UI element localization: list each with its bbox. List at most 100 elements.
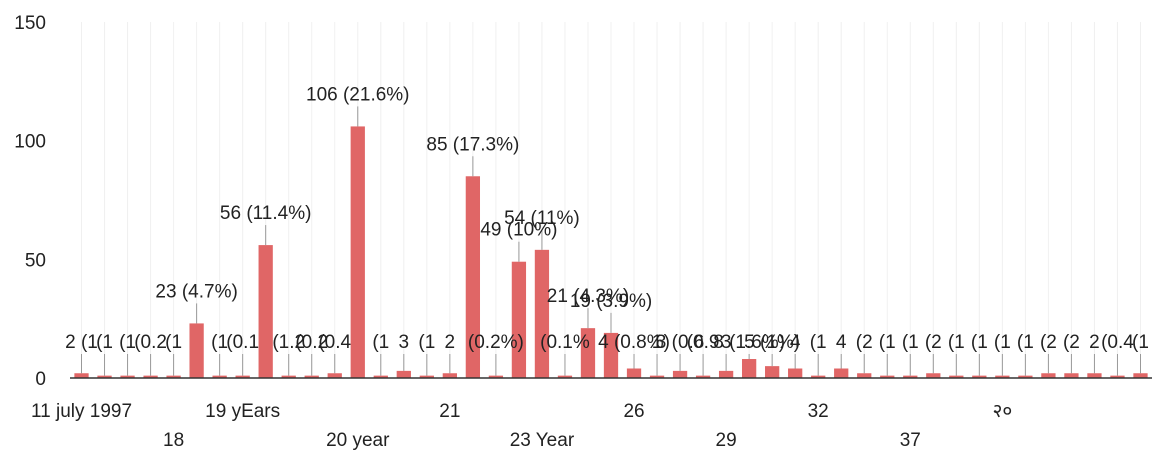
- bar: [1133, 373, 1148, 378]
- data-label: (0.2: [134, 332, 167, 353]
- data-label: (2: [925, 332, 942, 353]
- data-label: (1: [879, 332, 896, 353]
- bar: [419, 375, 434, 378]
- data-label: (1: [971, 332, 988, 353]
- y-tick-label: 150: [14, 13, 46, 34]
- bar: [350, 126, 365, 378]
- x-tick-label: 19 yEars: [205, 401, 280, 422]
- data-label: 4: [836, 332, 847, 353]
- bar: [1018, 375, 1033, 378]
- x-tick-label: 18: [163, 430, 184, 451]
- data-label: (0.4: [318, 332, 351, 353]
- bar: [189, 323, 204, 378]
- data-label: 56 (11.4%): [220, 203, 312, 224]
- bar: [649, 375, 665, 378]
- data-label: (1: [211, 332, 228, 353]
- data-label: (1: [418, 332, 435, 353]
- data-label: 106 (21.6%): [306, 84, 410, 105]
- data-label: (2: [1040, 332, 1057, 353]
- data-label: 54 (11%): [504, 208, 580, 229]
- x-tick-label: 37: [900, 430, 921, 451]
- bar: [235, 375, 250, 378]
- data-label: (1: [1017, 332, 1034, 353]
- x-tick-label: 29: [716, 430, 737, 451]
- label-leaders: [81, 106, 1141, 376]
- data-label: 49 (10%): [480, 220, 557, 241]
- data-label: 2: [445, 332, 456, 353]
- data-label: 8 (1.6%): [713, 332, 785, 353]
- bar: [580, 328, 596, 378]
- bar: [926, 373, 941, 378]
- data-label: (2: [1063, 332, 1080, 353]
- bar: [972, 375, 987, 378]
- data-labels: 2 (1(1 (1(0.2(123 (4.7%)(1(0.156 (11.4%)(…: [65, 84, 1149, 353]
- bar: [465, 176, 481, 378]
- data-label: (1: [372, 332, 389, 353]
- bar: [281, 375, 296, 378]
- bar: [695, 375, 711, 378]
- bar: [995, 375, 1010, 378]
- bar: [258, 245, 273, 378]
- bar: [903, 375, 918, 378]
- data-label: 3: [721, 332, 732, 353]
- data-label: 1: [652, 332, 663, 353]
- data-label: 5 (1%): [744, 332, 800, 353]
- data-label: 23 (4.7%): [155, 281, 237, 302]
- data-label: 2 (1: [65, 332, 98, 353]
- x-tick-label: 23 Year: [510, 430, 575, 451]
- bar: [788, 368, 803, 378]
- data-label: 2: [1089, 332, 1100, 353]
- x-tick-label: 11 july 1997: [31, 401, 132, 422]
- data-label: (1: [810, 332, 827, 353]
- bar: [327, 373, 342, 378]
- data-label: (0.9: [687, 332, 720, 353]
- bar: [212, 375, 227, 378]
- x-tick-label: 20 year: [326, 430, 390, 451]
- data-label: 19 (3.9%): [570, 291, 652, 312]
- x-axis: 11 july 1997 18 19 yEars 20 year 21 23 Year 26…: [31, 401, 1012, 451]
- bar: [511, 261, 527, 378]
- bar: [166, 375, 181, 378]
- data-label: (1: [902, 332, 919, 353]
- bar: [304, 375, 319, 378]
- bar: [488, 375, 504, 378]
- data-label: 4 (0.8%): [598, 332, 670, 353]
- bar: [74, 373, 89, 378]
- data-label: (0.2%): [468, 332, 524, 353]
- data-label: (0.1: [226, 332, 259, 353]
- y-tick-label: 50: [25, 250, 46, 271]
- x-tick-label: 21: [439, 401, 460, 422]
- data-label: (0.4: [1101, 332, 1134, 353]
- y-tick-label: 0: [35, 369, 46, 390]
- data-label: (1.2: [272, 332, 305, 353]
- x-tick-label: 32: [808, 401, 829, 422]
- bars: [74, 126, 1148, 378]
- bar: [1041, 373, 1056, 378]
- bar: [97, 375, 112, 378]
- bar: [811, 375, 826, 378]
- data-label: 4: [790, 332, 801, 353]
- bar: [672, 370, 688, 378]
- data-label: (0.1%: [540, 332, 590, 353]
- bar: [857, 373, 872, 378]
- bar: [626, 368, 642, 378]
- bar: [765, 366, 780, 378]
- y-axis: 0 50 100 150: [14, 13, 46, 390]
- data-label: (1: [96, 332, 113, 353]
- bar: [1064, 373, 1079, 378]
- x-tick-label: २०: [992, 401, 1012, 422]
- bar: [834, 368, 849, 378]
- bar: [741, 359, 757, 378]
- x-tick-label: 26: [623, 401, 644, 422]
- data-label: 3 (0.6: [656, 332, 705, 353]
- bar: [373, 375, 388, 378]
- data-label: (1: [1132, 332, 1149, 353]
- bar: [442, 373, 457, 378]
- data-label: (0.2: [295, 332, 328, 353]
- bar: [396, 370, 411, 378]
- bar: [534, 249, 550, 378]
- bar: [718, 370, 734, 378]
- data-label: (1: [119, 332, 136, 353]
- data-label: (1: [994, 332, 1011, 353]
